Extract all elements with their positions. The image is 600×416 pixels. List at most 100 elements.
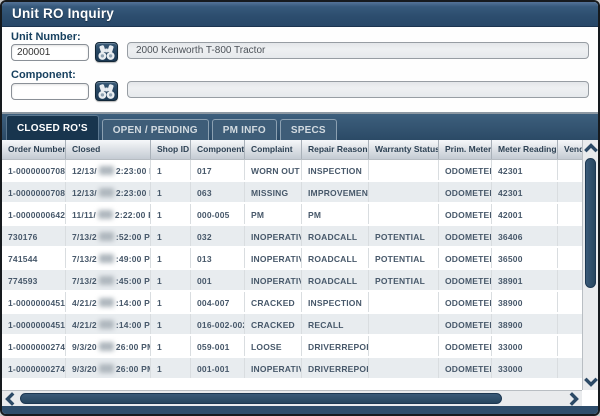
cell-component: 032 [191, 226, 245, 246]
cell-meter-reading: 38900 [492, 292, 558, 312]
cell-complaint: WORN OUT [245, 160, 302, 180]
table-row[interactable]: 774593 7/13/2:45:00 PM 1 001 INOPERATIVE… [2, 270, 582, 292]
cell-complaint: INOPERATIVE [245, 270, 302, 290]
cell-meter-reading: 33000 [492, 358, 558, 378]
redacted-year [98, 364, 114, 373]
component-label: Component: [11, 69, 76, 81]
cell-meter-reading: 38901 [492, 270, 558, 290]
component-input[interactable] [11, 83, 89, 100]
cell-closed-date: 12/13/2:23:00 PM [66, 182, 151, 202]
column-header-order-number[interactable]: Order Number [2, 140, 66, 159]
cell-complaint: CRACKED [245, 314, 302, 334]
cell-component: 017 [191, 160, 245, 180]
cell-vendor [558, 292, 582, 312]
binoculars-icon [98, 83, 115, 99]
cell-repair-reason: ROADCALL [302, 226, 369, 246]
cell-prim-meter: ODOMETER [439, 160, 492, 180]
column-header-component[interactable]: Component [191, 140, 245, 159]
cell-shop-id: 1 [151, 226, 191, 246]
cell-vendor [558, 226, 582, 246]
scroll-down-button[interactable] [583, 374, 598, 390]
table-row[interactable]: 730176 7/13/2:52:00 PM 1 032 INOPERATIVE… [2, 226, 582, 248]
cell-component: 004-007 [191, 292, 245, 312]
unit-search-button[interactable] [95, 42, 118, 62]
cell-vendor [558, 358, 582, 378]
cell-component: 001 [191, 270, 245, 290]
cell-shop-id: 1 [151, 336, 191, 356]
table-row[interactable]: 1-0000000451 4/21/2:14:00 PM 1 004-007 C… [2, 292, 582, 314]
vertical-scrollbar[interactable] [582, 140, 598, 390]
column-header-closed[interactable]: Closed [66, 140, 151, 159]
column-header-prim-meter[interactable]: Prim. Meter [439, 140, 492, 159]
tab[interactable]: SPECS [279, 119, 337, 140]
table-row[interactable]: 741544 7/13/2:49:00 PM 1 013 INOPERATIVE… [2, 248, 582, 270]
cell-meter-reading: 42301 [492, 182, 558, 202]
cell-prim-meter: ODOMETER [439, 292, 492, 312]
tab[interactable]: OPEN / PENDING [101, 119, 209, 140]
cell-component: 013 [191, 248, 245, 268]
cell-closed-date: 7/13/2:45:00 PM [66, 270, 151, 290]
scroll-right-button[interactable] [566, 391, 582, 407]
column-header-complaint[interactable]: Complaint [245, 140, 302, 159]
column-header-repair-reason[interactable]: Repair Reason [302, 140, 369, 159]
cell-shop-id: 1 [151, 292, 191, 312]
cell-vendor [558, 314, 582, 334]
column-header-meter-reading[interactable]: Meter Reading [492, 140, 558, 159]
column-header-warranty-status[interactable]: Warranty Status [369, 140, 439, 159]
scroll-up-button[interactable] [583, 140, 598, 156]
table-row[interactable]: 1-0000000708 12/13/2:23:00 PM 1 017 WORN… [2, 160, 582, 182]
table-row[interactable]: 1-0000000642 11/11/2:22:00 PM 1 000-005 … [2, 204, 582, 226]
cell-closed-date: 12/13/2:23:00 PM [66, 160, 151, 180]
redacted-year [98, 298, 114, 307]
vertical-scroll-thumb[interactable] [585, 158, 596, 288]
cell-repair-reason: ROADCALL [302, 248, 369, 268]
cell-closed-date: 4/21/2:14:00 PM [66, 314, 151, 334]
cell-complaint: MISSING [245, 182, 302, 202]
cell-shop-id: 1 [151, 160, 191, 180]
redacted-year [98, 342, 114, 351]
table-row[interactable]: 1-0000000274 9/3/20 26:00 PM 1 059-001 LO… [2, 336, 582, 358]
cell-prim-meter: ODOMETER [439, 314, 492, 334]
unit-number-input[interactable] [11, 44, 89, 61]
redacted-year [98, 188, 114, 197]
cell-repair-reason: DRIVERREPORT [302, 336, 369, 356]
component-search-button[interactable] [95, 81, 118, 101]
cell-warranty-status: POTENTIAL [369, 270, 439, 290]
table-row[interactable]: 1-0000000451 4/21/2:14:00 PM 1 016-002-0… [2, 314, 582, 336]
horizontal-scroll-thumb[interactable] [20, 393, 502, 404]
cell-component: 001-001 [191, 358, 245, 378]
cell-warranty-status [369, 314, 439, 334]
cell-prim-meter: ODOMETER [439, 182, 492, 202]
unit-number-label: Unit Number: [11, 31, 81, 43]
cell-meter-reading: 33000 [492, 336, 558, 356]
cell-order-number: 1-0000000274 [2, 358, 66, 378]
cell-repair-reason: INSPECTION [302, 292, 369, 312]
cell-component: 016-002-002 [191, 314, 245, 334]
cell-warranty-status [369, 160, 439, 180]
column-header-vendor[interactable]: Vendor [564, 144, 582, 154]
cell-repair-reason: INSPECTION [302, 160, 369, 180]
redacted-year [98, 320, 114, 329]
cell-shop-id: 1 [151, 314, 191, 334]
table-row[interactable]: 1-0000000274 9/3/20 26:00 PM 1 001-001 IN… [2, 358, 582, 380]
tab[interactable]: PM INFO [211, 119, 277, 140]
scroll-left-button[interactable] [2, 391, 18, 407]
tab[interactable]: CLOSED RO'S [6, 115, 99, 140]
redacted-year [98, 254, 114, 263]
redacted-year [97, 210, 113, 219]
cell-meter-reading: 36500 [492, 248, 558, 268]
cell-complaint: CRACKED [245, 292, 302, 312]
table-row[interactable]: 1-0000000708 12/13/2:23:00 PM 1 063 MISS… [2, 182, 582, 204]
cell-order-number: 1-0000000274 [2, 336, 66, 356]
cell-warranty-status: POTENTIAL [369, 226, 439, 246]
column-header-shop-id[interactable]: Shop ID [151, 140, 191, 159]
cell-warranty-status [369, 182, 439, 202]
cell-repair-reason: PM [302, 204, 369, 224]
cell-repair-reason: ROADCALL [302, 270, 369, 290]
cell-warranty-status [369, 292, 439, 312]
horizontal-scrollbar[interactable] [2, 390, 582, 406]
grid-header: Order Number Closed Shop ID Component Co… [2, 140, 582, 160]
cell-prim-meter: ODOMETER [439, 226, 492, 246]
chevron-left-icon [5, 392, 14, 406]
